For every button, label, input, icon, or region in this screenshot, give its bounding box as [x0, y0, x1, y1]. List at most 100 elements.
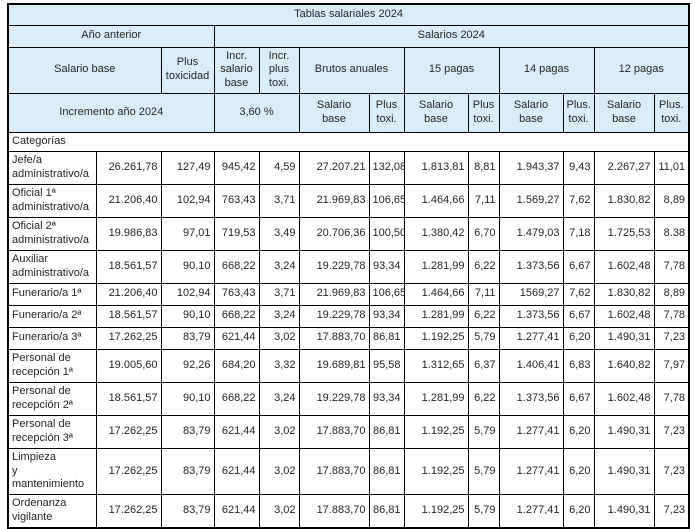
value-cell: 106,65: [368, 183, 405, 218]
value-cell: 6,22: [467, 381, 500, 416]
value-cell: 7,23: [653, 447, 690, 496]
value-cell: 18.561,57: [95, 381, 162, 416]
header-incremento-label: Incremento año 2024: [7, 92, 215, 133]
category-cell: Limpieza y mantenimiento: [7, 447, 97, 496]
value-cell: 86,81: [368, 494, 405, 528]
header-12-pagas: 12 pagas: [593, 46, 690, 94]
value-cell: 19.986,83: [95, 216, 162, 251]
value-cell: 1.192,25: [403, 326, 469, 350]
value-cell: 3,24: [258, 249, 300, 284]
value-cell: 1.281,99: [403, 249, 469, 284]
header-brutos-anuales: Brutos anuales: [298, 46, 405, 94]
value-cell: 17.262,25: [95, 494, 162, 528]
value-cell: 106,65: [368, 282, 405, 306]
salary-table: Tablas salariales 2024 Año anterior Sala…: [7, 3, 691, 529]
value-cell: 17.883,70: [298, 326, 370, 350]
value-cell: 1.277,41: [498, 326, 564, 350]
value-cell: 9,43: [562, 150, 595, 185]
value-cell: 1.490,31: [593, 447, 655, 496]
value-cell: 763,43: [213, 183, 260, 218]
header-15-pagas: 15 pagas: [403, 46, 500, 94]
value-cell: 17.883,70: [298, 447, 370, 496]
value-cell: 83,79: [160, 414, 215, 449]
value-cell: 102,94: [160, 183, 215, 218]
value-cell: 90,10: [160, 304, 215, 328]
value-cell: 3,71: [258, 282, 300, 306]
value-cell: 1.373,56: [498, 249, 564, 284]
value-cell: 1.830,82: [593, 282, 655, 306]
value-cell: 17.262,25: [95, 326, 162, 350]
value-cell: 1.281,99: [403, 304, 469, 328]
value-cell: 1.943,37: [498, 150, 564, 185]
value-cell: 2.267,27: [593, 150, 655, 185]
value-cell: 1.479,03: [498, 216, 564, 251]
header-ano-anterior: Año anterior: [7, 24, 215, 48]
value-cell: 3,32: [258, 348, 300, 383]
table-row: Funerario/a 2ª 18.561,57 90,10 668,22 3,…: [7, 304, 690, 328]
table-row: Auxiliar administrativo/a 18.561,57 90,1…: [7, 249, 690, 284]
value-cell: 4,59: [258, 150, 300, 185]
header-12-plus-toxi: Plus. toxi.: [653, 92, 690, 133]
value-cell: 1.725,53: [593, 216, 655, 251]
value-cell: 8,89: [653, 282, 690, 306]
value-cell: 1.373,56: [498, 304, 564, 328]
category-cell: Auxiliar administrativo/a: [7, 249, 97, 284]
value-cell: 6,70: [467, 216, 500, 251]
header-salarios-2024: Salarios 2024: [213, 24, 690, 48]
value-cell: 86,81: [368, 414, 405, 449]
value-cell: 763,43: [213, 282, 260, 306]
value-cell: 83,79: [160, 494, 215, 528]
table-row: Personal de recepción 2ª 18.561,57 90,10…: [7, 381, 690, 416]
value-cell: 7,23: [653, 414, 690, 449]
value-cell: 6,20: [562, 326, 595, 350]
value-cell: 1.569,27: [498, 183, 564, 218]
value-cell: 93,34: [368, 249, 405, 284]
value-cell: 1.640,82: [593, 348, 655, 383]
header-incremento-value: 3,60 %: [213, 92, 300, 133]
table-row: Personal de recepción 3ª 17.262,25 83,79…: [7, 414, 690, 449]
value-cell: 684,20: [213, 348, 260, 383]
table-row: Oficial 1ª administrativo/a 21.206,40 10…: [7, 183, 690, 218]
table-row: Personal de recepción 1ª 19.005,60 92,26…: [7, 348, 690, 383]
value-cell: 17.262,25: [95, 447, 162, 496]
value-cell: 1.277,41: [498, 447, 564, 496]
value-cell: 621,44: [213, 447, 260, 496]
value-cell: 1.490,31: [593, 494, 655, 528]
value-cell: 17.262,25: [95, 414, 162, 449]
value-cell: 6,20: [562, 414, 595, 449]
value-cell: 3,02: [258, 494, 300, 528]
value-cell: 1.312,65: [403, 348, 469, 383]
category-cell: Funerario/a 2ª: [7, 304, 97, 328]
header-14-pagas: 14 pagas: [498, 46, 595, 94]
value-cell: 1.192,25: [403, 447, 469, 496]
value-cell: 6,83: [562, 348, 595, 383]
header-14-plus-toxi: Plus. toxi.: [562, 92, 595, 133]
value-cell: 21.969,83: [298, 183, 370, 218]
value-cell: 7,11: [467, 183, 500, 218]
value-cell: 7,62: [562, 282, 595, 306]
header-incr-plus-toxi: Incr. plus toxi.: [258, 46, 300, 94]
value-cell: 668,22: [213, 304, 260, 328]
value-cell: 6,67: [562, 249, 595, 284]
value-cell: 7,97: [653, 348, 690, 383]
value-cell: 668,22: [213, 381, 260, 416]
header-plus-toxicidad: Plus toxicidad: [160, 46, 215, 94]
value-cell: 100,50: [368, 216, 405, 251]
value-cell: 8.38: [653, 216, 690, 251]
header-brutos-salario-base: Salario base: [298, 92, 370, 133]
value-cell: 621,44: [213, 414, 260, 449]
value-cell: 132,08: [368, 150, 405, 185]
header-incr-salario-base: Incr. salario base: [213, 46, 260, 94]
value-cell: 97,01: [160, 216, 215, 251]
value-cell: 1.830,82: [593, 183, 655, 218]
value-cell: 3,71: [258, 183, 300, 218]
header-15-salario-base: Salario base: [403, 92, 469, 133]
category-cell: Funerario/a 1ª: [7, 282, 97, 306]
value-cell: 3,02: [258, 326, 300, 350]
value-cell: 1569,27: [498, 282, 564, 306]
value-cell: 27.207.21: [298, 150, 370, 185]
value-cell: 7,23: [653, 494, 690, 528]
value-cell: 93,34: [368, 304, 405, 328]
value-cell: 19.229,78: [298, 249, 370, 284]
